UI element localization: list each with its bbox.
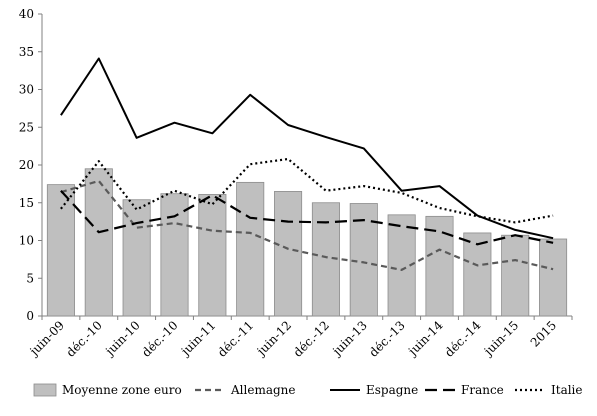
y-tick-label: 30 — [19, 83, 34, 97]
series-line-espagne — [60, 57, 554, 240]
x-tick-label: déc.-10 — [139, 318, 180, 359]
y-tick-label: 20 — [19, 158, 34, 172]
bar — [160, 193, 189, 317]
x-tick-label: juin-15 — [480, 318, 521, 359]
legend: Moyenne zone euro Allemagne Espagne France I… — [33, 383, 583, 397]
legend-label: Allemagne — [230, 383, 296, 397]
x-tick-label: juin-09 — [26, 318, 67, 359]
x-tick-label: juin-14 — [404, 318, 446, 360]
x-tick-label: déc.-11 — [215, 318, 256, 359]
bar — [84, 168, 113, 317]
bar — [463, 232, 492, 317]
bar — [539, 238, 568, 317]
series-line-allemagne — [60, 179, 554, 271]
x-tick-label: déc.-13 — [366, 318, 407, 359]
bar — [425, 215, 454, 317]
x-tick-label: déc.-12 — [291, 318, 332, 359]
bar — [122, 199, 151, 317]
y-tick-label: 15 — [19, 196, 34, 210]
bar — [236, 181, 265, 317]
bar — [46, 184, 75, 317]
y-tick-label: 0 — [26, 309, 34, 323]
x-tick-label: 2015 — [528, 318, 559, 349]
x-tick-label: juin-12 — [253, 318, 294, 359]
legend-label: Italie — [551, 383, 583, 397]
y-tick-label: 10 — [19, 234, 34, 248]
y-tick-label: 25 — [19, 120, 34, 134]
series-lines — [60, 57, 554, 271]
series-line-france — [60, 189, 554, 246]
y-tick-labels: 0 5 10 15 20 25 30 35 40 — [19, 7, 34, 323]
axes — [38, 13, 573, 320]
bar — [501, 234, 530, 317]
y-tick-label: 5 — [26, 271, 34, 285]
bars — [46, 168, 568, 317]
x-tick-label: déc.-10 — [63, 318, 104, 359]
x-tick-label: déc.-14 — [442, 318, 484, 360]
bar — [198, 194, 227, 317]
legend-label: France — [461, 383, 504, 397]
x-tick-label: juin-11 — [177, 318, 218, 359]
y-tick-label: 35 — [19, 45, 34, 59]
x-tick-label: juin-13 — [329, 318, 370, 359]
y-tick-label: 40 — [19, 7, 34, 21]
x-tick-labels: juin-09déc.-10juin-10déc.-10juin-11déc.-… — [26, 318, 559, 360]
legend-label: Espagne — [366, 383, 418, 397]
x-tick-label: juin-10 — [102, 318, 143, 359]
legend-swatch — [33, 383, 57, 397]
legend-label: Moyenne zone euro — [62, 383, 182, 397]
bar — [274, 191, 303, 317]
